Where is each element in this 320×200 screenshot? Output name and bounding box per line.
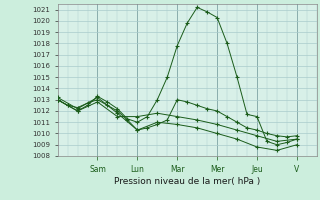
X-axis label: Pression niveau de la mer( hPa ): Pression niveau de la mer( hPa ): [114, 177, 260, 186]
